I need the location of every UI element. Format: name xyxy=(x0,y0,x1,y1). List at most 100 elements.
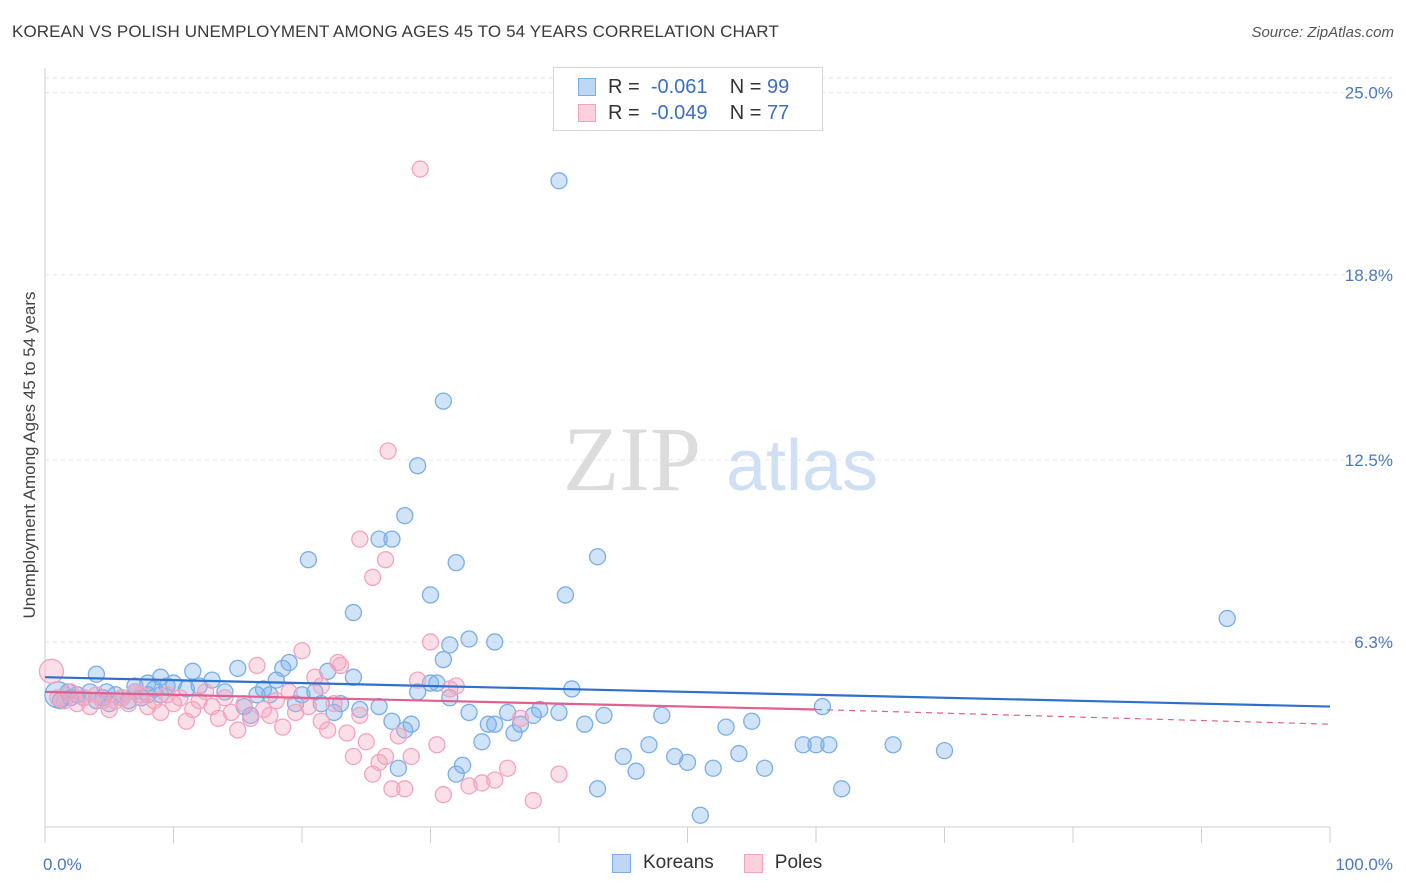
koreans-point xyxy=(794,736,812,754)
poles-point xyxy=(370,753,388,772)
poles-trend-line xyxy=(44,690,817,711)
legend-r-label: R = xyxy=(608,75,640,98)
legend-item-koreans: Koreans xyxy=(612,852,714,874)
poles-point xyxy=(68,694,86,713)
koreans-point xyxy=(421,586,440,604)
poles-points xyxy=(38,160,568,810)
koreans-point xyxy=(556,586,575,604)
poles-point xyxy=(100,700,118,719)
y-tick-label: 18.8% xyxy=(1345,266,1393,285)
koreans-trend-line xyxy=(44,676,1331,708)
poles-point xyxy=(293,642,311,660)
poles-point xyxy=(235,694,253,713)
koreans-point xyxy=(280,653,298,672)
poles-point xyxy=(254,700,273,719)
y-tick-labels: 6.3% 12.5% 18.8% 25.0% xyxy=(1345,84,1393,652)
chart-source: Source: ZipAtlas.com xyxy=(1251,24,1394,41)
poles-point xyxy=(428,736,446,754)
koreans-legend-swatch xyxy=(612,853,631,873)
koreans-point xyxy=(434,650,453,669)
koreans-point xyxy=(396,721,414,739)
poles-point xyxy=(241,709,260,727)
koreans-point xyxy=(588,548,607,566)
poles-trend-extension xyxy=(815,708,1331,725)
poles-point xyxy=(460,777,478,795)
koreans-point xyxy=(396,507,414,525)
koreans-point xyxy=(370,530,388,548)
poles-point xyxy=(473,774,491,792)
koreans-point xyxy=(935,741,954,760)
koreans-point xyxy=(312,694,330,713)
poles-point xyxy=(331,656,350,675)
x-tick-label: 100.0% xyxy=(1335,855,1393,874)
poles-point xyxy=(389,727,408,745)
koreans-point xyxy=(460,630,478,648)
koreans-point xyxy=(453,756,472,774)
koreans-point xyxy=(389,759,408,777)
koreans-point xyxy=(486,715,504,733)
koreans-point xyxy=(730,744,748,763)
koreans-legend-label: Koreans xyxy=(643,852,714,873)
poles-point xyxy=(511,709,530,727)
correlation-legend: R = -0.061 N = 99 R = -0.049 N = 77 xyxy=(553,67,823,131)
poles-point xyxy=(312,712,330,730)
koreans-point xyxy=(743,712,761,730)
koreans-point xyxy=(820,736,838,754)
koreans-point xyxy=(344,668,363,686)
koreans-point xyxy=(524,706,542,725)
koreans-point xyxy=(184,662,202,680)
watermark: ZIP atlas xyxy=(563,408,878,510)
koreans-point xyxy=(614,747,632,766)
koreans-point xyxy=(447,765,465,783)
legend-n-label: N = xyxy=(729,101,762,124)
y-tick-label: 6.3% xyxy=(1354,633,1393,652)
koreans-point xyxy=(1218,609,1236,628)
poles-point xyxy=(396,780,414,798)
poles-point xyxy=(357,733,375,751)
x-tick-label: 0.0% xyxy=(43,855,82,874)
axes xyxy=(44,68,1331,843)
poles-point xyxy=(299,697,318,716)
koreans-point xyxy=(505,724,523,742)
poles-point xyxy=(351,706,369,725)
series-legend: Koreans Poles xyxy=(612,852,852,874)
koreans-point xyxy=(325,703,343,722)
koreans-point xyxy=(434,392,453,410)
trend-lines xyxy=(44,676,1331,725)
koreans-point xyxy=(678,753,697,772)
koreans-point xyxy=(691,806,709,824)
koreans-point xyxy=(248,686,266,704)
koreans-point xyxy=(833,780,851,798)
legend-r-value: -0.049 xyxy=(650,101,708,124)
poles-legend-swatch xyxy=(743,853,763,873)
koreans-point xyxy=(807,736,825,754)
chart-title: KOREAN VS POLISH UNEMPLOYMENT AMONG AGES… xyxy=(12,22,779,41)
koreans-point xyxy=(447,553,465,572)
grid-lines xyxy=(45,77,1392,643)
watermark-zip: ZIP xyxy=(563,408,701,510)
poles-point xyxy=(376,747,395,766)
koreans-point xyxy=(550,703,568,722)
legend-n-label: N = xyxy=(729,75,762,98)
koreans-point xyxy=(473,733,491,751)
koreans-point xyxy=(755,759,774,777)
watermark-atlas: atlas xyxy=(726,426,878,506)
y-tick-label: 12.5% xyxy=(1345,451,1393,470)
koreans-point xyxy=(486,633,504,651)
poles-point xyxy=(87,686,106,704)
poles-point xyxy=(248,656,266,675)
koreans-point xyxy=(441,636,459,654)
poles-point xyxy=(171,689,189,707)
koreans-point xyxy=(884,736,902,754)
poles-point xyxy=(383,780,401,798)
koreans-point xyxy=(576,715,594,733)
koreans-swatch xyxy=(578,78,596,96)
koreans-point xyxy=(717,718,735,736)
poles-point xyxy=(498,759,517,777)
poles-point xyxy=(280,683,298,701)
koreans-point xyxy=(550,172,568,190)
x-tick-labels: 0.0% 100.0% xyxy=(43,855,1393,874)
legend-n-value: 99 xyxy=(767,75,790,98)
koreans-point xyxy=(408,457,427,475)
